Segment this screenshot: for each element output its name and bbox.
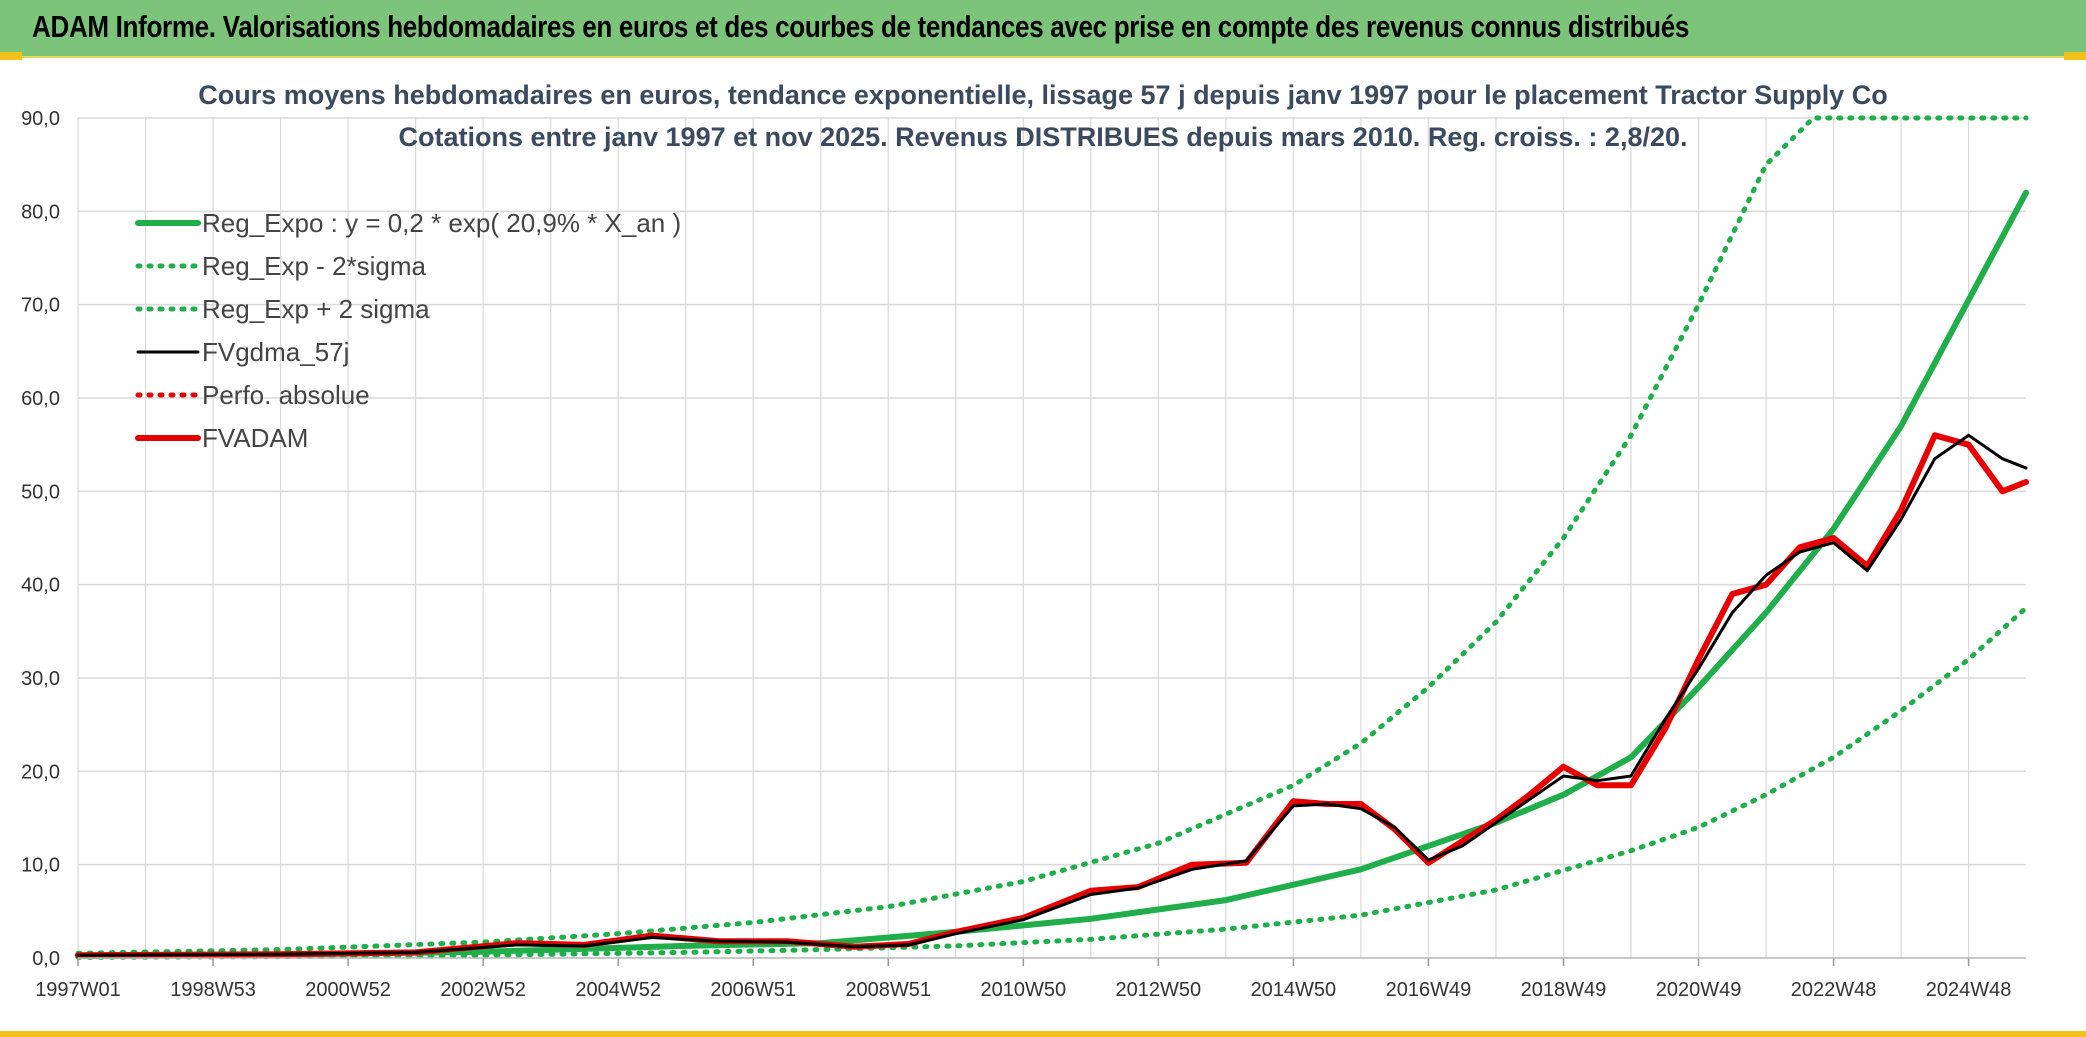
axes: 0,0 10,0 20,0 30,0 40,0 50,0 60,0 70,0 80,0 90,0 1… [21, 108, 2026, 1001]
legend-label: Reg_Expo : y = 0,2 * exp( 20,9% * X_an ) [202, 208, 681, 238]
x-tick-label: 2018W49 [1521, 979, 1607, 1001]
x-tick-label: 2010W50 [980, 979, 1066, 1001]
bottom-accent [0, 1031, 2086, 1037]
x-tick-label: 2000W52 [305, 979, 391, 1001]
page-title: ADAM Informe. Valorisations hebdomadaire… [32, 9, 1690, 44]
x-tick-label: 2014W50 [1251, 979, 1337, 1001]
series-layer [75, 115, 2029, 960]
legend-label: Perfo. absolue [202, 380, 370, 410]
x-tick-label: 2006W51 [710, 979, 796, 1001]
x-tick-label: 2002W52 [440, 979, 526, 1001]
legend-label: FVADAM [202, 423, 308, 453]
y-tick-label: 80,0 [21, 201, 60, 223]
series-line-3 [76, 433, 2028, 957]
legend: Reg_Expo : y = 0,2 * exp( 20,9% * X_an )… [135, 208, 681, 453]
y-tick-label: 20,0 [21, 761, 60, 783]
y-tick-label: 30,0 [21, 668, 60, 690]
x-tick-label: 2012W50 [1116, 979, 1202, 1001]
grid [77, 117, 2026, 959]
series-line-0 [75, 189, 2029, 960]
series-line-4 [75, 432, 2029, 958]
y-tick-label: 50,0 [21, 481, 60, 503]
series-line-1 [75, 605, 2029, 960]
y-tick-label: 70,0 [21, 295, 60, 317]
legend-label: Reg_Exp + 2 sigma [202, 294, 430, 324]
x-tick-label: 2016W49 [1386, 979, 1472, 1001]
x-tick-label: 1998W53 [170, 979, 256, 1001]
series-line-5 [75, 432, 2029, 959]
y-tick-label: 10,0 [21, 855, 60, 877]
x-tick-label: 2024W48 [1926, 979, 2012, 1001]
y-tick-label: 60,0 [21, 388, 60, 410]
chart-title: Cours moyens hebdomadaires en euros, ten… [198, 80, 1888, 110]
legend-label: FVgdma_57j [202, 337, 349, 367]
x-tick-label: 2004W52 [575, 979, 661, 1001]
line-chart: 0,0 10,0 20,0 30,0 40,0 50,0 60,0 70,0 80,0 90,0 1… [21, 80, 2029, 1001]
y-tick-label: 0,0 [32, 948, 60, 970]
chart-subtitle: Cotations entre janv 1997 et nov 2025. R… [398, 122, 1687, 152]
y-tick-label: 40,0 [21, 575, 60, 597]
x-tick-label: 2020W49 [1656, 979, 1742, 1001]
chart-area: 0,0 10,0 20,0 30,0 40,0 50,0 60,0 70,0 80,0 90,0 1… [0, 58, 2086, 1037]
x-tick-label: 2008W51 [845, 979, 931, 1001]
x-tick-label: 2022W48 [1791, 979, 1877, 1001]
legend-label: Reg_Exp - 2*sigma [202, 251, 427, 281]
header-banner: ADAM Informe. Valorisations hebdomadaire… [0, 0, 2086, 58]
series-line-2 [75, 115, 2029, 956]
y-tick-label: 90,0 [21, 108, 60, 130]
corner-accent-right [2064, 52, 2086, 60]
x-tick-label: 1997W01 [35, 979, 121, 1001]
corner-accent-left [0, 52, 22, 60]
